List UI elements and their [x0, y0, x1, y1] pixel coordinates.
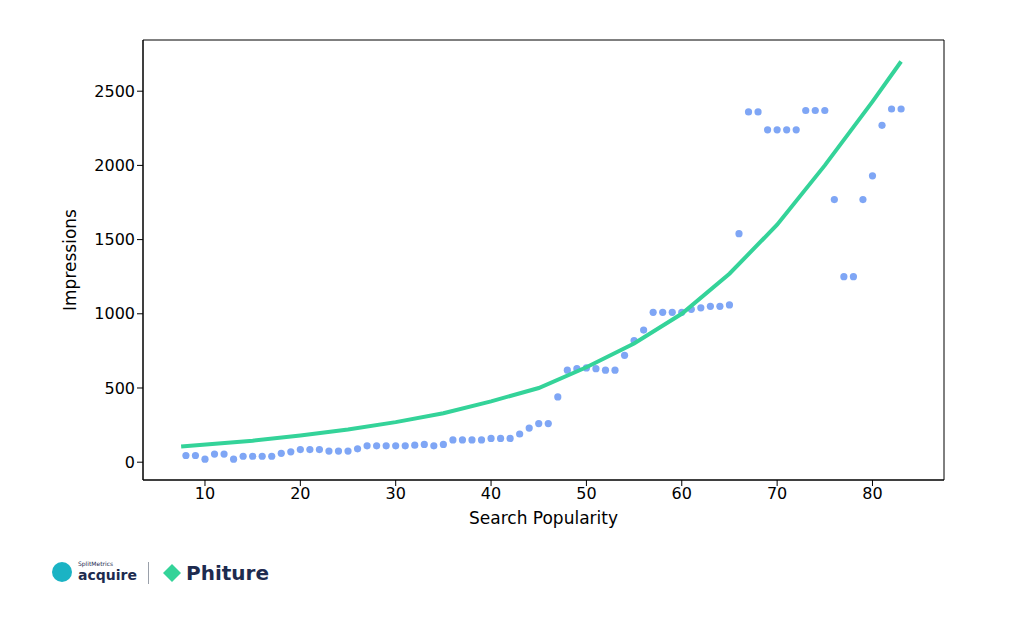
svg-text:30: 30: [386, 484, 406, 503]
svg-text:Impressions: Impressions: [60, 209, 80, 311]
html-text:SplitMetrics: SplitMetrics: [78, 560, 114, 567]
svg-text:50: 50: [576, 484, 596, 503]
html-text:acquire: acquire: [78, 567, 137, 583]
svg-text:0: 0: [125, 453, 135, 472]
svg-text:2500: 2500: [94, 82, 135, 101]
svg-text:1000: 1000: [94, 304, 135, 323]
svg-text:60: 60: [672, 484, 692, 503]
svg-text:40: 40: [481, 484, 501, 503]
html-text:Phiture: Phiture: [186, 561, 269, 585]
svg-text:500: 500: [104, 379, 135, 398]
svg-text:Search Popularity: Search Popularity: [469, 508, 618, 528]
svg-text:70: 70: [767, 484, 787, 503]
svg-text:20: 20: [290, 484, 310, 503]
svg-text:80: 80: [862, 484, 882, 503]
svg-text:2000: 2000: [94, 156, 135, 175]
svg-text:10: 10: [195, 484, 215, 503]
svg-text:1500: 1500: [94, 230, 135, 249]
